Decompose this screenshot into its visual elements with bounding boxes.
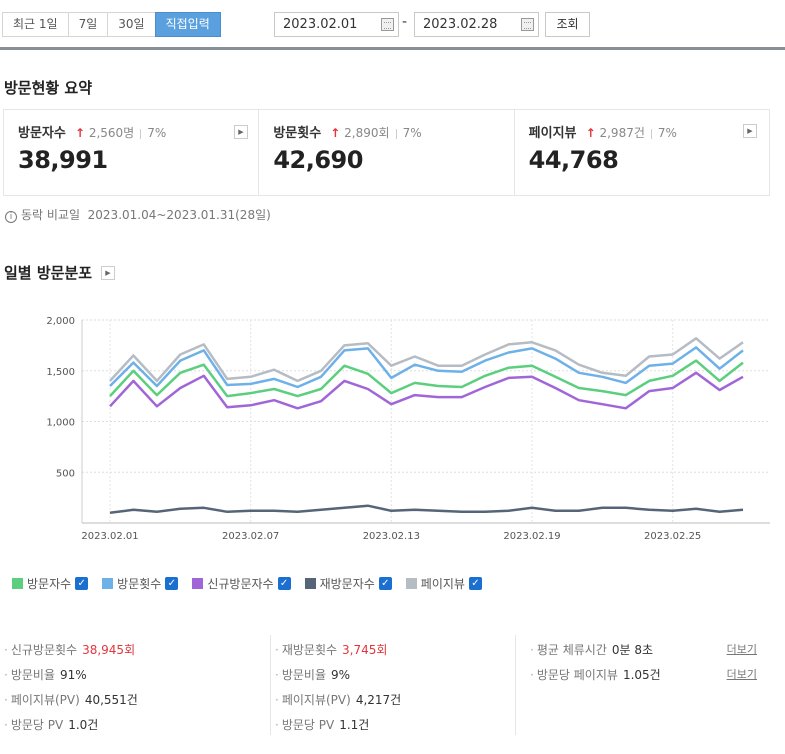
y-tick-label: 500 [56,468,75,479]
chart-legend: 방문자수 ✓ 방문횟수 ✓ 신규방문자수 ✓ 재방문자수 ✓ 페이지뷰 ✓ [12,575,496,592]
card-delta: ↑ 2,890회 7% [330,126,422,140]
y-tick-label: 1,000 [46,418,75,429]
stat-item: · 방문당 PV 1.0건 [4,718,99,732]
summary-card-visitors: 방문자수 ↑ 2,560명 7% 38,991 [4,110,258,195]
calendar-icon[interactable] [381,18,394,31]
checkbox-checked-icon[interactable]: ✓ [75,577,89,590]
checkbox-checked-icon[interactable]: ✓ [277,577,291,590]
visit-stats: · 신규방문횟수 38,945회 · 방문비율 91% · 페이지뷰(PV) 40,551건… [0,635,785,754]
card-value: 44,768 [528,146,619,174]
stat-item: · 평균 체류시간 0분 8초 [530,643,654,657]
stat-item: · 방문비율 9% [275,668,351,682]
card-label: 방문횟수 [273,126,322,141]
card-delta: ↑ 2,987건 7% [585,126,677,140]
legend-item-pageviews[interactable]: 페이지뷰 ✓ [405,575,482,592]
series-line-방문자수 [109,359,744,398]
summary-card-visits: 방문횟수 ↑ 2,890회 7% 42,690 [258,110,513,195]
summary-cards: 방문자수 ↑ 2,560명 7% 38,991 방문횟수 ↑ 2,890회 7% 4… [3,109,770,196]
stat-item: · 방문당 페이지뷰 1.05건 [530,668,661,682]
legend-item-new-visitors[interactable]: 신규방문자수 ✓ [192,575,291,592]
legend-item-returning-visitors[interactable]: 재방문자수 ✓ [304,575,392,592]
summary-card-pageviews: 페이지뷰 ↑ 2,987건 7% 44,768 ▶ [513,110,769,195]
card-delta: ↑ 2,560명 7% [74,126,167,140]
card-more-button[interactable]: ▶ [234,125,248,139]
stats-duration: · 평균 체류시간 0분 8초 더보기 · 방문당 페이지뷰 1.05건 더보기 [515,635,785,735]
more-link[interactable]: 더보기 [726,643,757,656]
info-icon: i [5,211,17,223]
legend-item-visitors[interactable]: 방문자수 ✓ [12,575,89,592]
period-selector: 최근 1일 7일 30일 직접입력 [2,12,221,37]
legend-item-visits[interactable]: 방문횟수 ✓ [102,575,179,592]
date-range-separator: - [402,14,408,30]
arrow-up-icon: ↑ [585,126,596,140]
search-button[interactable]: 조회 [545,12,590,37]
x-tick-label: 2023.02.25 [644,531,701,542]
stat-item: · 재방문횟수 3,745회 [275,643,388,657]
stats-new-visits: · 신규방문횟수 38,945회 · 방문비율 91% · 페이지뷰(PV) 40,551건… [0,635,270,735]
legend-swatch [192,578,204,589]
end-date-input[interactable]: 2023.02.28 [414,12,539,37]
start-date-value: 2023.02.01 [283,17,358,32]
stat-item: · 페이지뷰(PV) 40,551건 [4,693,138,707]
legend-swatch [405,578,417,589]
checkbox-checked-icon[interactable]: ✓ [165,577,179,590]
x-tick-label: 2023.02.13 [363,531,420,542]
compare-period: i 동락 비교일 2023.01.04~2023.01.31(28일) [5,206,271,223]
card-more-button[interactable]: ▶ [742,124,757,138]
stat-item: · 방문비율 91% [4,668,87,682]
series-line-재방문자수 [109,504,744,515]
daily-more-button[interactable]: ▶ [101,266,115,280]
stat-item: · 방문당 PV 1.1건 [275,718,370,732]
legend-swatch [12,578,23,589]
daily-line-chart: 2,000 1,500 1,000 500 2023.02.01 2023.02.07 20… [46,316,770,542]
card-label: 페이지뷰 [528,126,577,141]
series-line-방문횟수 [109,346,744,389]
y-tick-label: 1,500 [46,367,75,378]
checkbox-checked-icon[interactable]: ✓ [468,577,482,590]
series-line-신규방문자수 [109,371,744,410]
stats-return-visits: · 재방문횟수 3,745회 · 방문비율 9% · 페이지뷰(PV) 4,217건 · 방문… [270,635,515,735]
card-value: 38,991 [18,146,108,174]
period-30days-button[interactable]: 30일 [107,12,156,37]
card-label: 방문자수 [18,126,66,141]
daily-title: 일별 방문분포 [4,264,93,282]
period-1day-button[interactable]: 최근 1일 [2,12,69,37]
checkbox-checked-icon[interactable]: ✓ [378,577,392,590]
stat-item: · 신규방문횟수 38,945회 [4,643,136,657]
x-tick-label: 2023.02.01 [81,531,138,542]
x-tick-label: 2023.02.19 [503,531,560,542]
stat-item: · 페이지뷰(PV) 4,217건 [275,693,402,707]
card-value: 42,690 [273,146,363,174]
legend-swatch [304,578,316,589]
calendar-icon[interactable] [521,18,534,31]
summary-title: 방문현황 요약 [4,79,93,97]
more-link[interactable]: 더보기 [726,668,757,681]
end-date-value: 2023.02.28 [423,17,498,32]
legend-swatch [102,578,114,589]
series-line-페이지뷰 [109,337,744,383]
arrow-up-icon: ↑ [74,126,85,140]
period-7days-button[interactable]: 7일 [67,12,109,37]
x-tick-label: 2023.02.07 [222,531,279,542]
arrow-up-icon: ↑ [330,126,341,140]
period-custom-button[interactable]: 직접입력 [154,12,221,37]
y-tick-label: 2,000 [46,316,75,327]
start-date-input[interactable]: 2023.02.01 [274,12,399,37]
filter-bar: 최근 1일 7일 30일 직접입력 2023.02.01 - 2023.02.2… [0,0,785,50]
